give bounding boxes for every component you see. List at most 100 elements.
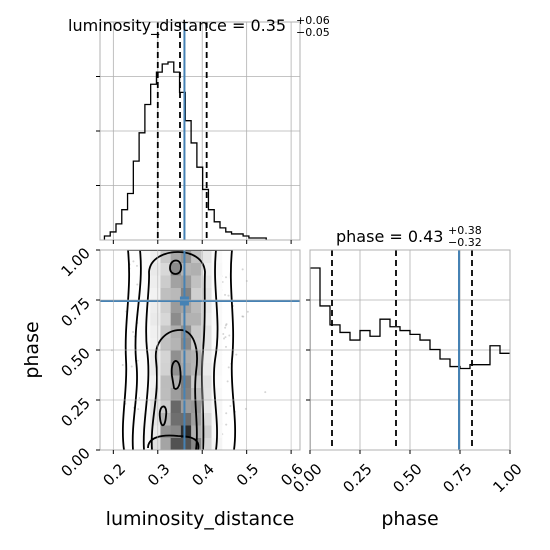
density-cell xyxy=(170,437,182,450)
contour-outer xyxy=(121,250,237,450)
x-tick-label: 1.00 xyxy=(489,460,525,496)
sample-point xyxy=(246,310,249,313)
density-cell xyxy=(170,325,182,338)
density-cell xyxy=(140,287,151,301)
x-tick-label: 0.75 xyxy=(439,460,475,496)
sample-point xyxy=(224,293,227,296)
density-cell xyxy=(201,425,213,438)
density-cell xyxy=(211,250,223,263)
y-tick-labels: 0.00 0.25 0.50 0.75 1.00 xyxy=(57,244,100,480)
x-tick-label: 0.5 xyxy=(233,460,263,490)
density-cell xyxy=(211,287,223,301)
density-cell xyxy=(170,375,182,388)
contour-second xyxy=(131,250,219,450)
density-cell xyxy=(180,362,192,376)
density-cell xyxy=(160,350,172,363)
x-tick-labels: 0.00 0.25 0.50 0.75 1.00 xyxy=(289,450,526,496)
density-cell xyxy=(140,337,151,351)
density-cell xyxy=(180,437,192,450)
density-cell xyxy=(150,437,161,450)
density-cell xyxy=(201,300,213,313)
density-cell xyxy=(160,287,172,301)
density-cell xyxy=(160,400,172,413)
sample-point xyxy=(241,268,244,271)
luminosity-distance-histogram-panel: luminosity_distance = 0.35 +0.06 −0.05 xyxy=(68,14,330,244)
sample-point xyxy=(225,423,228,426)
density-cell xyxy=(140,275,151,288)
density-cell xyxy=(211,387,223,401)
density-cell xyxy=(140,425,151,438)
density-cell xyxy=(170,337,182,351)
density-cell xyxy=(191,325,202,338)
density-cell xyxy=(191,262,202,276)
density-cell xyxy=(150,262,161,276)
density-cell xyxy=(170,250,182,263)
contour-inner-bottom xyxy=(147,434,200,450)
density-cell xyxy=(150,325,161,338)
density-cell xyxy=(201,287,213,301)
sample-point xyxy=(136,283,139,286)
density-cell xyxy=(201,250,213,263)
density-cell xyxy=(160,312,172,326)
density-cell xyxy=(150,275,161,288)
density-cell xyxy=(140,437,151,450)
density-cell xyxy=(180,375,192,388)
density-cell xyxy=(140,250,151,263)
sample-point xyxy=(137,408,140,411)
density-cell xyxy=(191,312,202,326)
sample-point xyxy=(222,332,225,335)
density-cell xyxy=(201,387,213,401)
sample-point xyxy=(225,323,228,326)
density-cell xyxy=(201,362,213,376)
histogram-title: phase = 0.43 xyxy=(336,227,443,246)
contour-inner-top xyxy=(169,259,182,275)
density-cell xyxy=(170,312,182,326)
y-tick-label: 0.50 xyxy=(57,344,93,380)
density-cell xyxy=(180,387,192,401)
density-cell xyxy=(201,312,213,326)
sample-point xyxy=(136,359,139,362)
density-cell xyxy=(191,337,202,351)
density-cell xyxy=(211,350,223,363)
density-cell xyxy=(150,412,161,426)
density-cell xyxy=(191,287,202,301)
sample-point xyxy=(235,353,238,356)
density-cell xyxy=(150,337,161,351)
density-cell xyxy=(201,325,213,338)
density-cell xyxy=(140,375,151,388)
density-cell xyxy=(180,312,192,326)
sample-point xyxy=(135,264,138,267)
density-cell xyxy=(201,437,213,450)
y-tick-label: 0.00 xyxy=(57,444,93,480)
density-cell xyxy=(160,425,172,438)
density-cell xyxy=(160,337,172,351)
phase-histogram xyxy=(310,267,510,450)
density-cell xyxy=(211,262,223,276)
sample-point xyxy=(242,315,245,318)
grid xyxy=(100,250,300,450)
density-cell xyxy=(170,275,182,288)
density-cell xyxy=(170,425,182,438)
quantile-lines xyxy=(156,22,208,240)
density-cell xyxy=(160,325,172,338)
density-cell xyxy=(150,250,161,263)
density-cell xyxy=(140,325,151,338)
density-cell xyxy=(160,275,172,288)
density-cell xyxy=(191,275,202,288)
density-cell xyxy=(150,287,161,301)
density-cell xyxy=(170,362,182,376)
sample-point xyxy=(226,380,229,383)
grid xyxy=(100,22,300,240)
y-tick-label: 0.25 xyxy=(57,394,93,430)
density-cell xyxy=(201,262,213,276)
quantile-lines xyxy=(331,250,473,450)
sample-point xyxy=(224,326,227,329)
density-cell xyxy=(160,387,172,401)
density-cell xyxy=(201,375,213,388)
sample-point xyxy=(227,294,230,297)
tick-marks xyxy=(96,76,292,244)
phase-histogram-panel: 0.00 0.25 0.50 0.75 1.00 phase phase = 0.43 … xyxy=(289,224,525,530)
sample-point xyxy=(241,315,244,318)
